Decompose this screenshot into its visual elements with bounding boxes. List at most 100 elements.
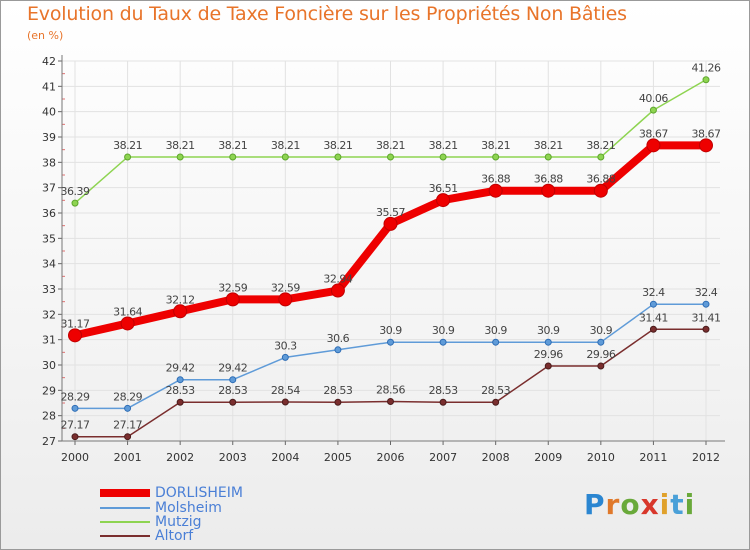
data-label-molsheim: 30.3	[274, 339, 297, 352]
x-tick-label: 2006	[377, 451, 405, 464]
data-point-dorlisheim	[593, 183, 608, 198]
chart-title: Evolution du Taux de Taxe Foncière sur l…	[27, 3, 627, 25]
data-label-altorf: 31.41	[639, 311, 668, 324]
data-label-molsheim: 32.4	[642, 286, 665, 299]
y-tick-label: 42	[42, 55, 56, 68]
x-tick-label: 2001	[114, 451, 142, 464]
data-label-mutzig: 40.06	[639, 92, 668, 105]
data-label-altorf: 28.53	[481, 384, 510, 397]
y-tick-label: 37	[42, 182, 56, 195]
data-label-molsheim: 29.42	[166, 362, 195, 375]
data-point-dorlisheim	[278, 292, 293, 307]
data-point-molsheim	[597, 338, 605, 346]
data-point-altorf	[124, 433, 132, 441]
y-tick-label: 41	[42, 80, 56, 93]
x-tick-label: 2012	[692, 451, 720, 464]
y-tick-label: 27	[42, 435, 56, 448]
data-label-dorlisheim: 32.59	[271, 281, 300, 294]
data-point-dorlisheim	[383, 216, 398, 231]
data-label-molsheim: 28.29	[61, 390, 90, 403]
data-point-mutzig	[492, 153, 500, 161]
y-tick-label: 30	[42, 359, 56, 372]
y-tick-label: 32	[42, 308, 56, 321]
legend-label-molsheim: Molsheim	[155, 500, 222, 516]
x-tick-label: 2004	[271, 451, 299, 464]
x-tick-label: 2010	[587, 451, 615, 464]
data-label-molsheim: 30.9	[432, 324, 455, 337]
logo-letter: i	[659, 488, 671, 521]
data-label-dorlisheim: 38.67	[692, 127, 721, 140]
logo-letter: r	[605, 488, 621, 521]
data-label-mutzig: 38.21	[271, 139, 300, 152]
y-tick-label: 29	[42, 384, 56, 397]
data-label-altorf: 27.17	[113, 419, 142, 432]
data-label-dorlisheim: 36.88	[481, 173, 510, 186]
data-label-altorf: 27.17	[61, 419, 90, 432]
data-point-molsheim	[492, 338, 500, 346]
data-point-altorf	[229, 398, 237, 406]
logo-letter: i	[684, 488, 696, 521]
data-point-molsheim	[229, 376, 237, 384]
data-point-dorlisheim	[173, 304, 188, 319]
x-tick-label: 2007	[429, 451, 457, 464]
data-point-altorf	[597, 362, 605, 370]
data-point-molsheim	[439, 338, 447, 346]
data-point-mutzig	[71, 199, 79, 207]
data-label-altorf: 29.96	[586, 348, 615, 361]
data-label-mutzig: 38.21	[323, 139, 352, 152]
data-point-dorlisheim	[541, 183, 556, 198]
data-point-altorf	[702, 325, 710, 333]
x-tick-label: 2005	[324, 451, 352, 464]
data-point-dorlisheim	[68, 328, 82, 343]
data-point-molsheim	[334, 346, 342, 354]
data-point-mutzig	[702, 76, 710, 84]
data-label-dorlisheim: 36.51	[429, 182, 458, 195]
data-point-altorf	[439, 398, 447, 406]
data-label-dorlisheim: 36.88	[534, 173, 563, 186]
x-tick-label: 2011	[639, 451, 667, 464]
data-label-altorf: 28.53	[218, 384, 247, 397]
y-tick-label: 40	[42, 106, 56, 119]
data-point-dorlisheim	[120, 316, 135, 331]
data-label-mutzig: 38.21	[429, 139, 458, 152]
data-point-mutzig	[176, 153, 184, 161]
data-label-altorf: 29.96	[534, 348, 563, 361]
data-point-dorlisheim	[436, 193, 451, 208]
data-label-mutzig: 38.21	[376, 139, 405, 152]
data-label-molsheim: 30.9	[590, 324, 613, 337]
data-point-molsheim	[176, 376, 184, 384]
data-label-mutzig: 38.21	[166, 139, 195, 152]
legend-item-altorf: Altorf	[100, 528, 320, 544]
data-point-molsheim	[649, 300, 657, 308]
data-point-mutzig	[649, 106, 657, 114]
data-point-altorf	[492, 398, 500, 406]
data-point-mutzig	[229, 153, 237, 161]
data-label-altorf: 28.56	[376, 383, 405, 396]
data-label-dorlisheim: 32.59	[218, 281, 247, 294]
data-label-dorlisheim: 38.67	[639, 127, 668, 140]
x-tick-label: 2003	[219, 451, 247, 464]
data-label-mutzig: 36.39	[61, 185, 90, 198]
data-point-altorf	[71, 433, 79, 441]
y-tick-label: 35	[42, 232, 56, 245]
legend-item-dorlisheim: DORLISHEIM	[100, 485, 320, 501]
legend-item-molsheim: Molsheim	[100, 500, 320, 516]
legend-label-dorlisheim: DORLISHEIM	[155, 485, 243, 501]
data-point-dorlisheim	[646, 138, 661, 153]
data-point-mutzig	[124, 153, 132, 161]
data-point-molsheim	[702, 300, 710, 308]
legend-swatch-molsheim	[100, 507, 150, 509]
data-label-mutzig: 38.21	[481, 139, 510, 152]
data-point-altorf	[387, 397, 394, 405]
chart-subtitle: (en %)	[27, 29, 64, 42]
data-point-altorf	[281, 398, 289, 406]
data-label-altorf: 28.53	[429, 384, 458, 397]
data-point-dorlisheim	[330, 283, 345, 298]
data-point-molsheim	[281, 353, 289, 361]
data-label-dorlisheim: 32.12	[166, 293, 195, 306]
y-tick-label: 39	[42, 131, 56, 144]
data-label-molsheim: 30.9	[379, 324, 402, 337]
data-label-altorf: 28.53	[323, 384, 352, 397]
data-label-dorlisheim: 35.57	[376, 206, 405, 219]
